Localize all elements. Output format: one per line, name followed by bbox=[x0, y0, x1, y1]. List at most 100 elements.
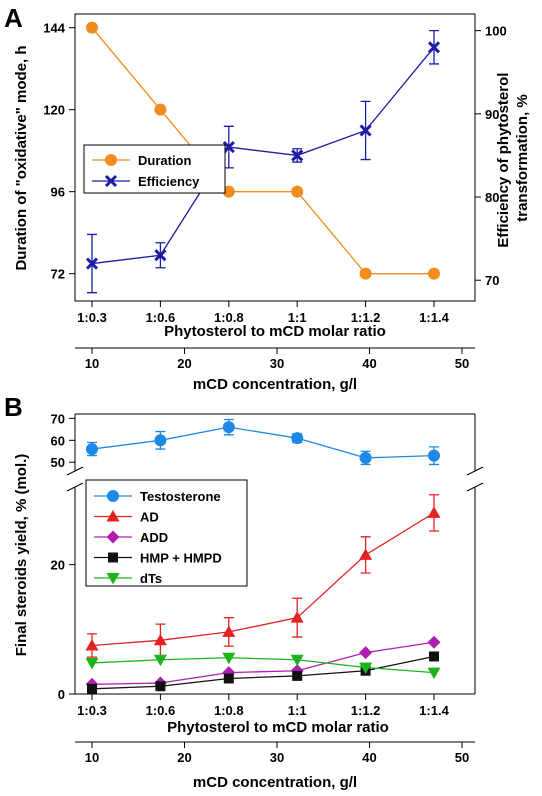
panel-a-duration-point bbox=[86, 21, 98, 34]
panel-b-upper-y-tick-label: 60 bbox=[51, 433, 65, 448]
panel-b-hmp-hmpd-point bbox=[292, 670, 303, 681]
panel-b-hmp-hmpd-point bbox=[429, 651, 439, 662]
panel-b-add-line bbox=[91, 641, 435, 685]
panel-a-legend-duration-marker bbox=[105, 154, 117, 166]
panel-b-ad-point bbox=[222, 625, 236, 637]
panel-b-testosterone-point bbox=[291, 432, 304, 445]
panel-a-x-tick-label: 1:1.4 bbox=[419, 310, 449, 325]
panel-b-testosterone-point bbox=[86, 443, 98, 456]
panel-a-legend: Duration Efficiency bbox=[83, 144, 226, 194]
panel-a-duration-point bbox=[428, 267, 440, 280]
panel-b-dts-line bbox=[91, 657, 435, 674]
panel-a-secondary-x-tick-label: 40 bbox=[362, 356, 376, 371]
panel-a-secondary-x-tick-label: 20 bbox=[177, 356, 191, 371]
panel-a-x-tick-label: 1:0.3 bbox=[77, 310, 107, 325]
panel-b-upper-y-tick-label: 70 bbox=[51, 411, 65, 426]
panel-b-testosterone-line bbox=[91, 426, 435, 459]
panel-a-secondary-x-tick-label: 30 bbox=[270, 356, 284, 371]
panel-b-lower-y-tick-label: 20 bbox=[51, 558, 65, 573]
panel-b-break-mark-right-2 bbox=[466, 482, 484, 492]
panel-b: B 50 60 70 0 20 1:0.3 1:0.6 1:0.8 1:1 1:1.2 1:1.4… bbox=[4, 392, 484, 791]
panel-a-legend-duration-label: Duration bbox=[138, 153, 192, 168]
panel-a-x-tick-label: 1:1 bbox=[288, 310, 307, 325]
panel-b-ad-point bbox=[359, 548, 373, 560]
panel-b-upper-y-tick-label: 50 bbox=[51, 455, 65, 470]
panel-b-x-tick-label: 1:0.8 bbox=[214, 703, 244, 718]
panel-b-x-tick-label: 1:1.4 bbox=[419, 703, 449, 718]
panel-a-legend-items: Duration Efficiency bbox=[92, 153, 200, 189]
panel-a-duration-point bbox=[291, 185, 304, 198]
panel-b-legend-add-marker bbox=[106, 530, 120, 544]
panel-b-hmp-hmpd-point bbox=[155, 681, 166, 692]
panel-b-hmp-hmpd-point bbox=[223, 673, 234, 684]
panel-a-letter: A bbox=[4, 3, 23, 33]
panel-a-right-y-axis-title: Efficiency of phytosterol transformation… bbox=[495, 68, 531, 247]
panel-a-efficiency-point bbox=[359, 124, 372, 137]
panel-b-break-mark-left-1 bbox=[66, 466, 84, 476]
panel-a-duration-line bbox=[91, 27, 434, 275]
panel-a-duration-point bbox=[222, 185, 235, 198]
panel-b-secondary-x-tick-label: 50 bbox=[455, 750, 469, 765]
panel-b-legend-testosterone-marker bbox=[107, 490, 119, 502]
panel-b-y-axis-title: Final steroids yield, % (mol.) bbox=[13, 454, 30, 657]
panel-b-testosterone-point bbox=[428, 449, 440, 462]
panel-a-right-y-tick-label: 100 bbox=[485, 24, 507, 39]
panel-b-x-axis-title: Phytosterol to mCD molar ratio bbox=[167, 719, 389, 736]
panel-b-secondary-x-axis: 10 20 30 40 50 bbox=[75, 741, 475, 765]
panel-b-y-axis: 50 60 70 0 20 bbox=[51, 411, 75, 702]
panel-b-dts-point bbox=[85, 657, 99, 670]
panel-a-y-axis-title: Duration of "oxidative" mode, h bbox=[13, 45, 30, 270]
panel-b-dts-point bbox=[359, 662, 373, 674]
panel-b-x-tick-label: 1:1 bbox=[288, 703, 307, 718]
panel-b-ad-point bbox=[153, 633, 167, 646]
panel-a-right-y-tick-label: 80 bbox=[485, 190, 499, 205]
panel-a-efficiency-point bbox=[85, 257, 99, 270]
panel-a-x-tick-label: 1:0.6 bbox=[146, 310, 176, 325]
panel-a-x-tick-label: 1:1.2 bbox=[351, 310, 381, 325]
panel-a-x-axis: 1:0.3 1:0.6 1:0.8 1:1 1:1.2 1:1.4 bbox=[77, 301, 450, 325]
panel-a-right-axis: 70 80 90 100 bbox=[475, 24, 507, 288]
panel-a-left-y-tick-label: 96 bbox=[51, 185, 65, 200]
panel-b-secondary-x-tick-label: 10 bbox=[85, 750, 99, 765]
panel-b-testosterone-point bbox=[154, 434, 167, 447]
panel-b-x-tick-label: 1:1.2 bbox=[351, 703, 381, 718]
panel-b-legend-dts-label: dTs bbox=[140, 571, 162, 586]
panel-b-testosterone-point bbox=[359, 451, 372, 464]
panel-a-efficiency-point bbox=[154, 249, 167, 262]
panel-b-plot-frame bbox=[74, 413, 476, 695]
panel-b-break-mark-right-1 bbox=[466, 466, 484, 476]
panel-a-left-y-tick-label: 144 bbox=[43, 21, 65, 36]
panel-b-dts-point bbox=[290, 654, 304, 667]
panel-a-secondary-x-axis: 10 20 30 40 50 bbox=[75, 347, 475, 371]
panel-b-lower-y-tick-label: 0 bbox=[58, 687, 65, 702]
panel-b-legend-hmp-hmpd-label: HMP + HMPD bbox=[140, 551, 222, 566]
panel-b-legend-ad-label: AD bbox=[140, 510, 159, 525]
panel-b-add-point bbox=[359, 646, 373, 660]
panel-a-right-y-tick-label: 90 bbox=[485, 107, 499, 122]
panel-a-series bbox=[85, 21, 441, 294]
panel-b-secondary-x-tick-label: 30 bbox=[270, 750, 284, 765]
panel-b-legend-items: Testosterone AD ADD HMP + HMPD dTs bbox=[94, 489, 222, 586]
panel-b-legend-hmp-hmpd-marker bbox=[108, 552, 118, 563]
panel-b-ad-point bbox=[427, 506, 441, 518]
panel-a-efficiency-point bbox=[427, 41, 441, 54]
panel-b-dts-point bbox=[153, 654, 167, 667]
panel-b-letter: B bbox=[4, 392, 23, 422]
panel-a-x-axis-title: Phytosterol to mCD molar ratio bbox=[164, 323, 386, 340]
panel-b-hmp-hmpd-point bbox=[87, 683, 97, 694]
panel-a-duration-point bbox=[359, 267, 372, 280]
panel-a-left-y-tick-label: 72 bbox=[51, 267, 65, 282]
panel-a-x-tick-label: 1:0.8 bbox=[214, 310, 244, 325]
panel-b-ad-point bbox=[85, 638, 99, 651]
panel-a-secondary-x-tick-label: 10 bbox=[85, 356, 99, 371]
panel-a-right-y-axis-title-line-1: Efficiency of phytosterol bbox=[495, 73, 512, 248]
panel-b-x-tick-label: 1:0.3 bbox=[77, 703, 107, 718]
panel-b-legend-ad-marker bbox=[106, 510, 120, 522]
panel-a-plot-frame bbox=[74, 13, 476, 302]
panel-b-series bbox=[85, 418, 441, 694]
panel-a-legend-efficiency-label: Efficiency bbox=[138, 174, 200, 189]
panel-b-legend-testosterone-label: Testosterone bbox=[140, 489, 221, 504]
panel-a-left-y-tick-label: 120 bbox=[43, 103, 65, 118]
panel-b-dts-point bbox=[427, 667, 441, 680]
